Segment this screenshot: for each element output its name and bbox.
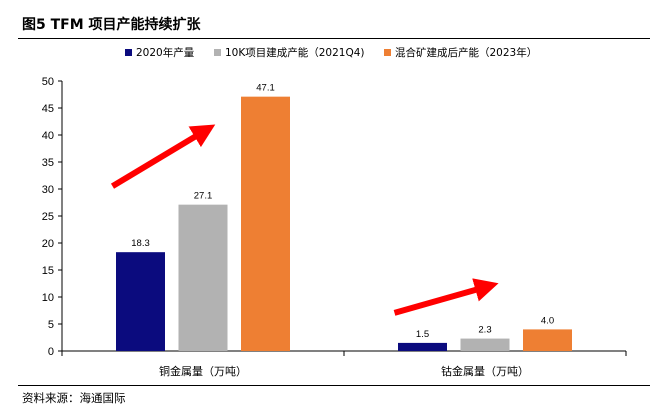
legend-swatch <box>384 49 391 56</box>
y-tick-label: 35 <box>42 157 54 169</box>
bar <box>523 329 572 351</box>
data-label: 27.1 <box>194 191 213 202</box>
bar <box>241 96 290 351</box>
trend-arrows <box>110 124 499 316</box>
source-note: 资料来源：海通国际 <box>22 391 126 405</box>
y-tick-label: 40 <box>42 130 54 142</box>
y-tick-label: 30 <box>42 184 54 196</box>
y-tick-label: 0 <box>48 346 54 358</box>
trend-arrow <box>393 278 499 316</box>
figure-title: 图5 TFM 项目产能持续扩张 <box>22 17 201 33</box>
data-label: 1.5 <box>416 329 429 340</box>
x-category-label: 铜金属量（万吨） <box>159 364 247 378</box>
legend-label: 混合矿建成后产能（2023年） <box>395 46 537 59</box>
y-tick-label: 10 <box>42 292 54 304</box>
trend-arrow <box>110 124 216 189</box>
y-tick-label: 20 <box>42 238 54 250</box>
footer-rule <box>18 385 650 386</box>
legend-swatch <box>214 49 221 56</box>
y-axis: 0 5 10 15 20 25 30 35 40 45 50 <box>42 76 63 358</box>
y-tick-label: 45 <box>42 103 54 115</box>
data-label: 2.3 <box>478 325 491 336</box>
bar <box>116 252 165 351</box>
title-rule <box>18 38 650 39</box>
bar-chart: 2020年产量 10K项目建成产能（2021Q4) 混合矿建成后产能（2023年） … <box>42 46 627 378</box>
x-axis: 铜金属量（万吨） 钴金属量（万吨） <box>61 350 627 378</box>
legend: 2020年产量 10K项目建成产能（2021Q4) 混合矿建成后产能（2023年） <box>125 46 537 59</box>
data-label: 18.3 <box>131 238 150 249</box>
data-label: 47.1 <box>256 83 275 94</box>
y-tick-label: 25 <box>42 211 54 223</box>
data-label: 4.0 <box>541 315 554 326</box>
y-tick-label: 5 <box>48 319 54 331</box>
y-tick-label: 15 <box>42 265 54 277</box>
bar <box>398 342 447 351</box>
bar <box>460 338 510 351</box>
y-tick-label: 50 <box>42 76 54 88</box>
legend-label: 2020年产量 <box>136 46 195 59</box>
data-labels: 18.3 27.1 47.1 1.5 2.3 4.0 <box>131 83 554 340</box>
legend-label: 10K项目建成产能（2021Q4) <box>225 46 365 59</box>
x-category-label: 钴金属量（万吨） <box>441 364 529 378</box>
bar <box>178 204 228 351</box>
bars <box>116 96 572 351</box>
legend-swatch <box>125 49 132 56</box>
